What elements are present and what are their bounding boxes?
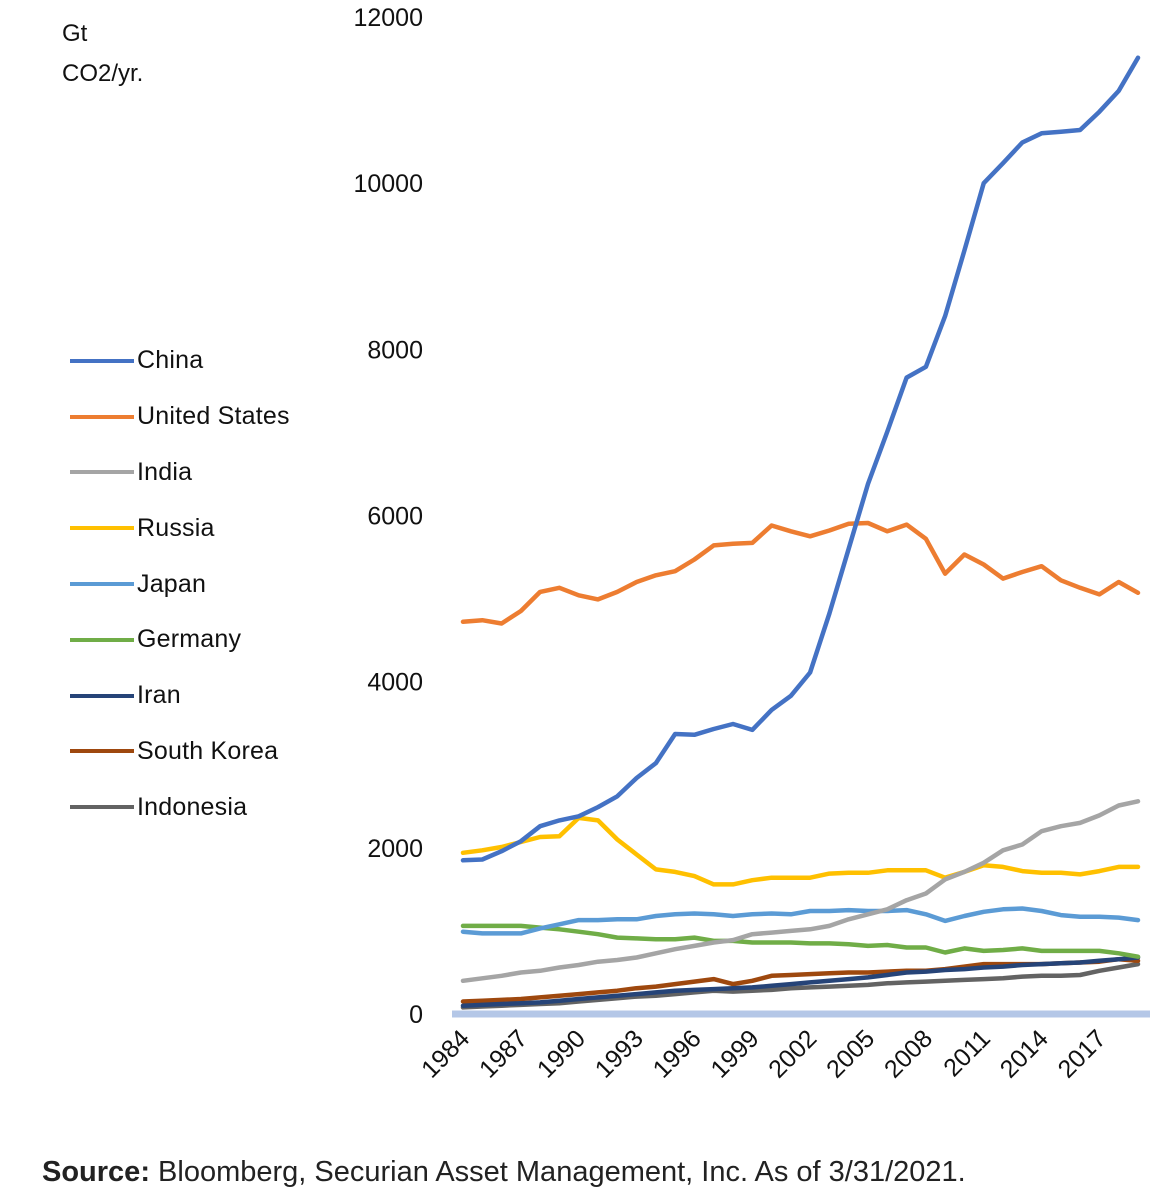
x-tick-label: 2017 bbox=[1053, 1024, 1112, 1083]
legend-label: Japan bbox=[137, 569, 207, 598]
legend-label: India bbox=[137, 457, 193, 486]
legend: China United States India Russia Japan German… bbox=[70, 333, 290, 835]
legend-item-germany: Germany bbox=[70, 612, 290, 668]
series-line-india bbox=[460, 799, 1141, 984]
series-line-united-states bbox=[460, 520, 1141, 626]
legend-label: Iran bbox=[137, 681, 181, 710]
y-tick-label: 0 bbox=[409, 1001, 423, 1029]
legend-item-india: India bbox=[70, 445, 290, 501]
legend-item-united-states: United States bbox=[70, 389, 290, 445]
legend-swatch bbox=[70, 526, 134, 531]
legend-label: United States bbox=[137, 402, 290, 431]
legend-label: Indonesia bbox=[137, 792, 248, 821]
legend-item-china: China bbox=[70, 333, 290, 389]
series-line-china bbox=[460, 55, 1141, 863]
x-tick-label: 1993 bbox=[590, 1024, 649, 1083]
y-tick-label: 6000 bbox=[367, 503, 423, 531]
y-axis-unit-line2: CO2/yr. bbox=[62, 60, 144, 87]
x-tick-label: 2014 bbox=[995, 1024, 1054, 1083]
x-tick-label: 2005 bbox=[821, 1024, 880, 1083]
legend-swatch bbox=[70, 414, 134, 419]
legend-swatch bbox=[70, 470, 134, 475]
legend-swatch bbox=[70, 637, 134, 642]
legend-label: Germany bbox=[137, 625, 242, 654]
y-tick-label: 2000 bbox=[367, 835, 423, 863]
y-axis-unit-line1: Gt bbox=[62, 20, 88, 47]
legend-item-iran: Iran bbox=[70, 668, 290, 724]
series-line-germany bbox=[460, 923, 1141, 959]
y-tick-label: 12000 bbox=[353, 4, 423, 32]
x-tick-label: 1996 bbox=[648, 1024, 707, 1083]
y-tick-label: 8000 bbox=[367, 336, 423, 364]
legend-swatch bbox=[70, 749, 134, 754]
legend-label: South Korea bbox=[137, 736, 279, 765]
y-tick-label: 4000 bbox=[367, 669, 423, 697]
x-tick-label: 1987 bbox=[474, 1024, 533, 1083]
source-label: Source: bbox=[42, 1156, 150, 1188]
x-tick-label: 1999 bbox=[705, 1024, 764, 1083]
x-tick-label: 1990 bbox=[532, 1024, 591, 1083]
legend-item-south-korea: South Korea bbox=[70, 724, 290, 780]
legend-swatch bbox=[70, 358, 134, 363]
legend-swatch bbox=[70, 693, 134, 698]
series-line-indonesia bbox=[460, 961, 1141, 1010]
x-tick-label: 2011 bbox=[938, 1024, 996, 1082]
legend-swatch bbox=[70, 582, 134, 587]
legend-label: China bbox=[137, 346, 204, 375]
y-tick-label: 10000 bbox=[353, 170, 423, 198]
series-line-russia bbox=[460, 815, 1141, 887]
legend-item-indonesia: Indonesia bbox=[70, 779, 290, 835]
legend-swatch bbox=[70, 805, 134, 810]
series-line-japan bbox=[460, 906, 1141, 936]
source-note: Source: Bloomberg, Securian Asset Manage… bbox=[42, 1156, 966, 1189]
legend-item-japan: Japan bbox=[70, 556, 290, 612]
x-tick-label: 2008 bbox=[879, 1024, 938, 1083]
series-lines bbox=[460, 55, 1141, 1010]
legend-item-russia: Russia bbox=[70, 500, 290, 556]
source-text: Bloomberg, Securian Asset Management, In… bbox=[158, 1156, 966, 1188]
series-line-iran bbox=[460, 955, 1141, 1008]
y-axis-ticks: 0 2000 4000 6000 8000 10000 12000 bbox=[353, 4, 423, 1029]
x-tick-label: 1984 bbox=[416, 1024, 475, 1083]
x-tick-label: 2002 bbox=[763, 1024, 822, 1083]
legend-label: Russia bbox=[137, 513, 215, 542]
